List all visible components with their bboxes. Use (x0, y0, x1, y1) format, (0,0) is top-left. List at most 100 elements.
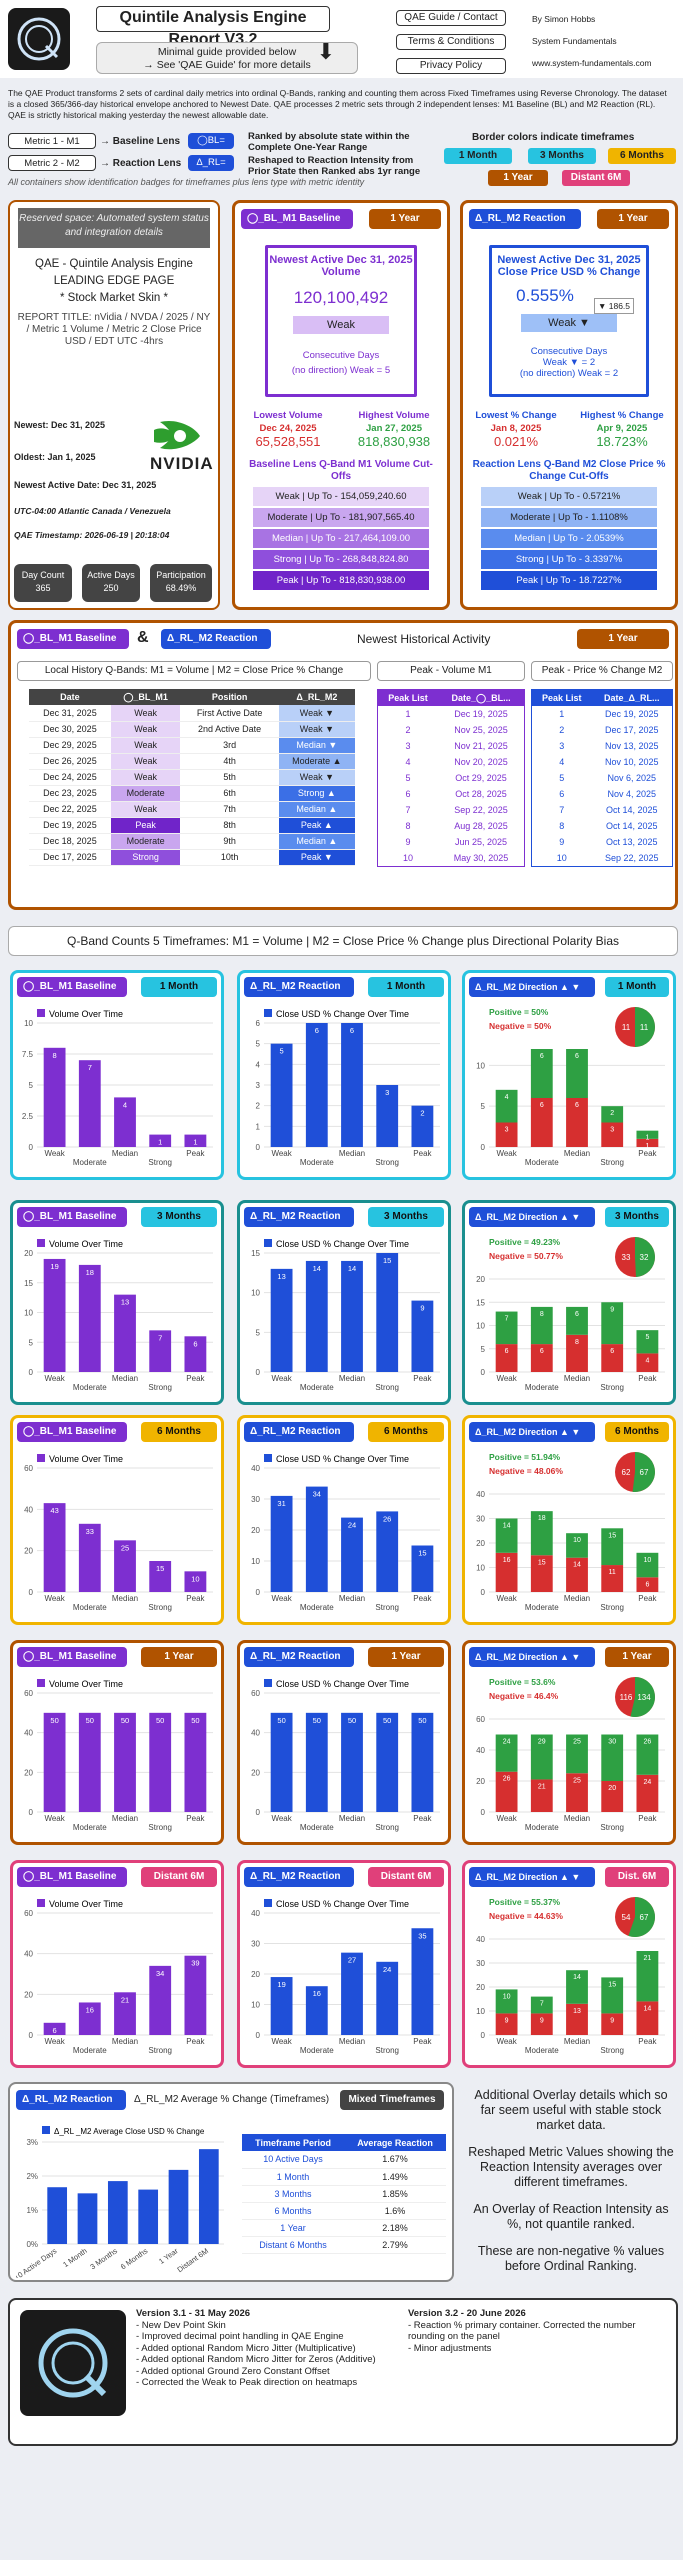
y-tick-label: 20 (24, 1547, 33, 1556)
average-card: Δ_RL_M2 Reaction Δ_RL_M2 Average % Chang… (8, 2082, 454, 2282)
data-label: 2 (420, 1109, 424, 1118)
dir-card-0: Δ_RL_M2 Direction ▲ ▼ 1 Month 0 5 10 3 4 Weak 6 6… (462, 970, 676, 1180)
tf-badge: 1 Month (605, 977, 669, 997)
pos-label: 24 (503, 1739, 511, 1746)
peak-cell: Oct 14, 2025 (606, 821, 658, 831)
y-tick-label: 20 (476, 1777, 485, 1786)
y-tick-label: 0 (256, 1588, 261, 1597)
border-note: Border colors indicate timeframes (472, 132, 635, 143)
y-tick-label: 30 (251, 1495, 260, 1504)
pos-label: 8 (540, 1311, 544, 1318)
peak1-table: Peak List Date_◯_BL... 1 Dec 19, 2025 2 Nov 2… (378, 690, 524, 866)
pos-label: 14 (573, 1974, 581, 1981)
terms-button[interactable]: Terms & Conditions (396, 34, 506, 50)
legend-swatch (264, 1454, 272, 1462)
y-tick-label: 10 (24, 1019, 33, 1028)
bar-negative-peak (636, 1774, 659, 1812)
bar-negative-moderate (530, 1344, 553, 1372)
data-label: 6 (53, 2026, 57, 2035)
participation-box: Participation 68.49% (150, 564, 212, 602)
data-label: 14 (348, 1264, 356, 1273)
table-row: Dec 18, 2025 Moderate 9th Median ▲ (29, 833, 355, 850)
tf-badge: 1 Year (577, 629, 669, 649)
history-cell: Dec 30, 2025 (29, 721, 111, 738)
y-tick-label: 0 (256, 1368, 261, 1377)
x-tick-label: Peak (638, 1594, 657, 1603)
privacy-button[interactable]: Privacy Policy (396, 58, 506, 74)
x-tick-label: Weak (271, 1374, 292, 1383)
rl-consec-dir: Weak ▼ = 2 (542, 357, 596, 368)
bar-positive-median (566, 1734, 588, 1774)
x-tick-label: Weak (44, 1594, 65, 1603)
legend-swatch (42, 2126, 50, 2134)
x-tick-label: Median (112, 1814, 138, 1823)
bar-peak (411, 1105, 434, 1147)
pie-pos-label: 32 (640, 1253, 649, 1262)
peak-cell: Nov 20, 2025 (454, 757, 508, 767)
x-tick-label: 1 Month (61, 2246, 88, 2269)
x-tick-label: Weak (496, 1594, 517, 1603)
active-days-label: Active Days (87, 570, 135, 580)
description: The QAE Product transforms 2 sets of car… (8, 88, 667, 120)
pie-neg-label: 116 (620, 1693, 633, 1702)
bar-positive-peak (636, 1552, 659, 1578)
x-tick-label: Median (339, 1594, 365, 1603)
rl-lowest-value: 0.021% (493, 434, 539, 449)
legend-swatch (264, 1239, 272, 1247)
bar-positive-median (566, 1049, 588, 1098)
table-row: 4 Nov 20, 2025 (378, 754, 524, 770)
bar-positive-median (566, 1533, 588, 1558)
neg-label: 14 (573, 1562, 581, 1569)
bar-peak (184, 1134, 207, 1147)
x-tick-label: Peak (186, 2037, 205, 2046)
neg-label: 21 (538, 1783, 546, 1790)
y-tick-label: 40 (24, 1729, 33, 1738)
y-tick-label: 0 (256, 2031, 261, 2040)
x-tick-label: Median (564, 1149, 590, 1158)
peak2-frame: Peak List Date_Δ_RL... 1 Dec 19, 2025 2 Dec 1… (531, 689, 673, 867)
baseline-lens-label: → Baseline Lens (100, 136, 181, 147)
bar-moderate (305, 1986, 328, 2035)
history-title: Newest Historical Activity (357, 632, 491, 646)
data-label: 19 (277, 1980, 285, 1989)
x-tick-label: Strong (148, 1158, 172, 1167)
history-cell: Median ▲ (278, 833, 355, 850)
rl-badge: Δ_RL_M2 Reaction (244, 1867, 354, 1887)
table-row: 2 Dec 17, 2025 (532, 722, 672, 738)
bl-newest-sub: Volume (321, 266, 361, 278)
pos-label: 1 (645, 1135, 649, 1142)
bl-chart: Volume Over Time 0 20 40 60 6 Weak 16 Moderate 21… (24, 1899, 213, 2055)
qae-guide-button[interactable]: QAE Guide / Contact (396, 10, 506, 26)
x-tick-label: Median (564, 1814, 590, 1823)
x-tick-label: Median (112, 1594, 138, 1603)
legend-label: Close USD % Change Over Time (276, 1679, 409, 1689)
x-tick-label: Strong (148, 2046, 172, 2055)
bar-median (114, 1294, 136, 1372)
avg-header: Timeframe Period Average Reaction (242, 2134, 446, 2151)
x-tick-label: Median (112, 1374, 138, 1383)
bar-positive-median (566, 1306, 588, 1335)
data-label: 50 (277, 1716, 285, 1725)
data-label: 16 (86, 2005, 94, 2014)
y-tick-label: 20 (251, 1768, 260, 1777)
bar-negative-peak (636, 1577, 659, 1592)
peak-cell: 1 (405, 709, 411, 719)
table-row: 10 May 30, 2025 (378, 850, 524, 866)
history-header-cell: Δ_RL_M2 (278, 689, 355, 705)
neg-label: 26 (503, 1776, 511, 1783)
data-label: 18 (86, 1268, 94, 1277)
y-tick-label: 10 (251, 1289, 260, 1298)
bar-negative-weak (495, 1771, 518, 1812)
table-row: 10 Active Days 1.67% (242, 2151, 446, 2169)
website-link[interactable]: www.system-fundamentals.com (532, 58, 652, 68)
bar-negative-peak (636, 1138, 659, 1147)
y-tick-label: 10 (476, 1322, 485, 1331)
y-tick-label: 20 (24, 1768, 33, 1777)
table-row: 6 Oct 28, 2025 (378, 786, 524, 802)
guide-line-1: Minimal guide provided below (157, 46, 297, 58)
bl-card-2: ◯_BL_M1 Baseline 6 Months Volume Over Time… (10, 1415, 224, 1625)
dir-card-2: Δ_RL_M2 Direction ▲ ▼ 6 Months 0 10 20 30 40 16… (462, 1415, 676, 1625)
bar-weak (43, 1503, 66, 1592)
table-row: 9 Oct 13, 2025 (532, 834, 672, 850)
y-tick-label: 0 (481, 2031, 486, 2040)
